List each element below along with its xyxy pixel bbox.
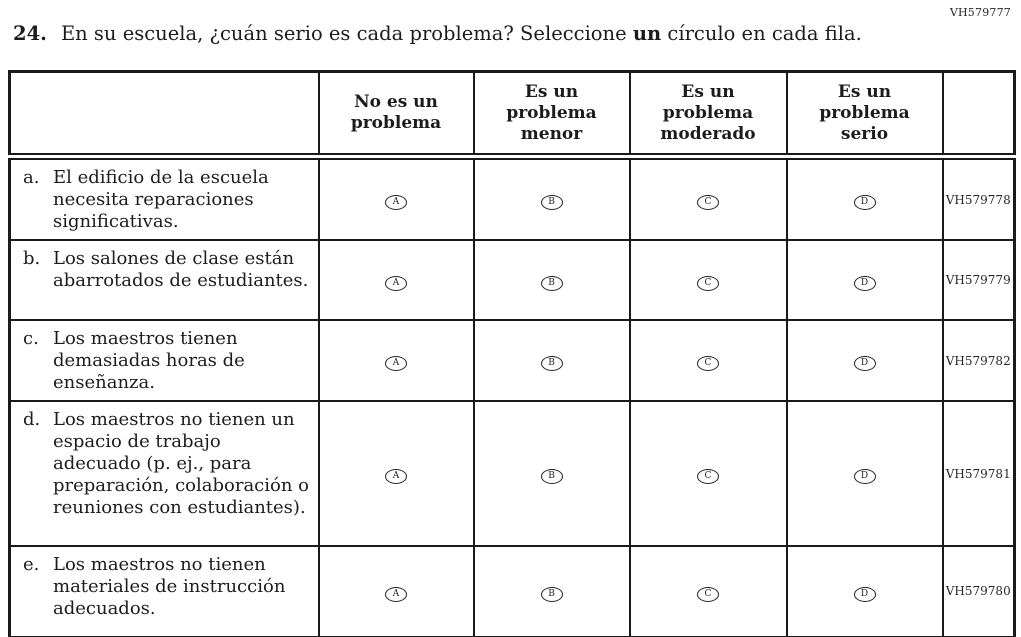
table-row-e: e. Los maestros no tienen materiales de …	[10, 546, 1015, 637]
option-circle-d[interactable]: D	[854, 469, 876, 484]
statement-b: b. Los salones de clase están abarrotado…	[10, 240, 319, 320]
cell-c-option-d: D	[787, 320, 943, 401]
option-circle-d[interactable]: D	[854, 356, 876, 371]
row-code: VH579779	[943, 240, 1015, 320]
cell-b-option-a: A	[319, 240, 474, 320]
option-circle-c[interactable]: C	[697, 195, 719, 210]
row-letter: b.	[23, 248, 53, 292]
cell-a-option-b: B	[474, 157, 630, 241]
option-circle-b[interactable]: B	[541, 276, 563, 291]
cell-c-option-b: B	[474, 320, 630, 401]
option-circle-a[interactable]: A	[385, 469, 407, 484]
option-circle-c[interactable]: C	[697, 276, 719, 291]
row-letter: e.	[23, 554, 53, 620]
cell-e-option-c: C	[630, 546, 787, 637]
question-number: 24.	[13, 22, 47, 45]
survey-matrix-table: No es un problema Es un problema menor E…	[8, 70, 1016, 637]
row-statement-text: El edificio de la escuela necesita repar…	[53, 167, 310, 233]
option-circle-c[interactable]: C	[697, 469, 719, 484]
option-circle-d[interactable]: D	[854, 276, 876, 291]
cell-c-option-a: A	[319, 320, 474, 401]
row-code: VH579781	[943, 401, 1015, 546]
option-circle-d[interactable]: D	[854, 195, 876, 210]
question-bold-word: un	[633, 22, 661, 45]
cell-d-option-d: D	[787, 401, 943, 546]
question-text-after: círculo en cada fila.	[661, 22, 862, 45]
cell-a-option-a: A	[319, 157, 474, 241]
table-row-a: a. El edificio de la escuela necesita re…	[10, 157, 1015, 241]
option-circle-a[interactable]: A	[385, 356, 407, 371]
cell-b-option-d: D	[787, 240, 943, 320]
question-text: 24. En su escuela, ¿cuán serio es cada pr…	[13, 22, 1001, 46]
survey-page: VH579777 24. En su escuela, ¿cuán serio e…	[0, 0, 1021, 637]
header-blank-statement	[10, 72, 319, 157]
header-blank-code	[943, 72, 1015, 157]
row-statement-text: Los maestros no tienen un espacio de tra…	[53, 409, 310, 519]
row-letter: a.	[23, 167, 53, 233]
table-row-d: d. Los maestros no tienen un espacio de …	[10, 401, 1015, 546]
option-circle-d[interactable]: D	[854, 587, 876, 602]
option-circle-c[interactable]: C	[697, 356, 719, 371]
statement-c: c. Los maestros tienen demasiadas horas …	[10, 320, 319, 401]
option-circle-c[interactable]: C	[697, 587, 719, 602]
option-circle-a[interactable]: A	[385, 276, 407, 291]
row-letter: c.	[23, 328, 53, 394]
row-code: VH579782	[943, 320, 1015, 401]
row-statement-text: Los salones de clase están abarrotados d…	[53, 248, 310, 292]
cell-d-option-a: A	[319, 401, 474, 546]
cell-d-option-c: C	[630, 401, 787, 546]
row-statement-text: Los maestros tienen demasiadas horas de …	[53, 328, 310, 394]
header-es-un-problema-menor: Es un problema menor	[474, 72, 630, 157]
option-circle-b[interactable]: B	[541, 356, 563, 371]
row-code: VH579780	[943, 546, 1015, 637]
table-row-c: c. Los maestros tienen demasiadas horas …	[10, 320, 1015, 401]
row-code: VH579778	[943, 157, 1015, 241]
option-circle-b[interactable]: B	[541, 587, 563, 602]
statement-a: a. El edificio de la escuela necesita re…	[10, 157, 319, 241]
header-row: No es un problema Es un problema menor E…	[10, 72, 1015, 157]
cell-e-option-d: D	[787, 546, 943, 637]
cell-b-option-c: C	[630, 240, 787, 320]
row-letter: d.	[23, 409, 53, 519]
header-es-un-problema-moderado: Es un problema moderado	[630, 72, 787, 157]
option-circle-a[interactable]: A	[385, 195, 407, 210]
row-statement-text: Los maestros no tienen materiales de ins…	[53, 554, 310, 620]
cell-e-option-a: A	[319, 546, 474, 637]
cell-a-option-c: C	[630, 157, 787, 241]
header-no-es-un-problema: No es un problema	[319, 72, 474, 157]
table-row-b: b. Los salones de clase están abarrotado…	[10, 240, 1015, 320]
cell-d-option-b: B	[474, 401, 630, 546]
page-accession-code: VH579777	[950, 6, 1011, 19]
option-circle-a[interactable]: A	[385, 587, 407, 602]
cell-c-option-c: C	[630, 320, 787, 401]
cell-a-option-d: D	[787, 157, 943, 241]
statement-e: e. Los maestros no tienen materiales de …	[10, 546, 319, 637]
option-circle-b[interactable]: B	[541, 195, 563, 210]
question-text-before: En su escuela, ¿cuán serio es cada probl…	[61, 22, 633, 45]
statement-d: d. Los maestros no tienen un espacio de …	[10, 401, 319, 546]
option-circle-b[interactable]: B	[541, 469, 563, 484]
header-es-un-problema-serio: Es un problema serio	[787, 72, 943, 157]
cell-e-option-b: B	[474, 546, 630, 637]
cell-b-option-b: B	[474, 240, 630, 320]
